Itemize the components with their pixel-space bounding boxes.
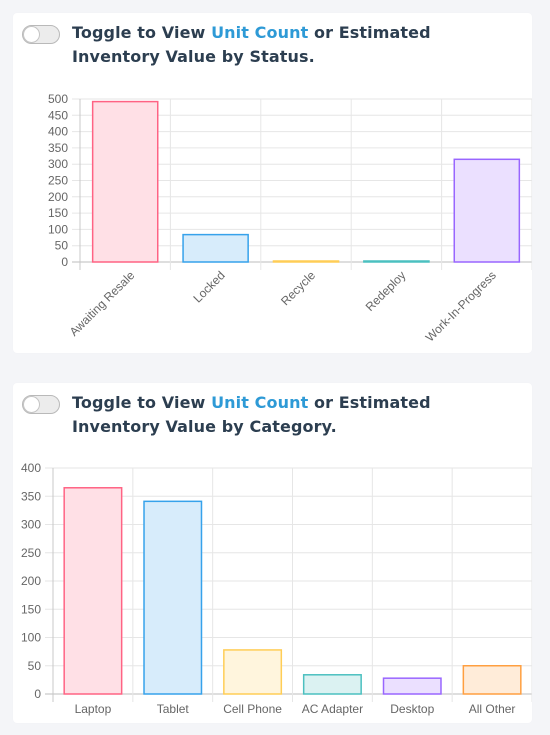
category-view-toggle[interactable] (22, 395, 60, 414)
y-tick-label: 200 (48, 190, 68, 204)
y-tick-label: 250 (21, 546, 41, 560)
status-bar-chart: 0 50 100 150 200 250 300 350 400 450 500 Awaiting R… (48, 92, 532, 344)
unit-count-link[interactable]: Unit Count (211, 23, 309, 42)
status-chart-card: Toggle to View Unit Count or Estimated I… (13, 13, 532, 353)
x-tick-label: Cell Phone (223, 702, 282, 716)
bar-redeploy[interactable] (363, 260, 430, 263)
category-chart-card: Toggle to View Unit Count or Estimated I… (13, 383, 532, 723)
x-tick-label: Locked (190, 268, 227, 305)
category-chart-title: Toggle to View Unit Count or Estimated I… (72, 391, 502, 439)
x-tick-label: Laptop (75, 702, 112, 716)
y-tick-label: 100 (48, 222, 68, 236)
x-tick-label: Recycle (278, 268, 318, 308)
bar-cell-phone[interactable] (223, 649, 283, 695)
y-tick-label: 350 (48, 141, 68, 155)
unit-count-link[interactable]: Unit Count (211, 393, 309, 412)
bar-recycle[interactable] (272, 260, 340, 263)
y-tick-label: 150 (21, 602, 41, 616)
y-tick-label: 150 (48, 206, 68, 220)
title-prefix: Toggle to View (72, 393, 212, 412)
x-tick-label: Awaiting Resale (67, 268, 138, 339)
bar-locked[interactable] (182, 233, 249, 263)
bar-desktop[interactable] (382, 677, 442, 695)
x-tick-label: Work-In-Progress (423, 268, 499, 344)
y-tick-label: 300 (48, 157, 68, 171)
bar-ac-adapter[interactable] (302, 674, 362, 695)
bar-laptop[interactable] (63, 487, 123, 695)
status-chart-title: Toggle to View Unit Count or Estimated I… (72, 21, 502, 69)
x-tick-label: Tablet (157, 702, 190, 716)
y-tick-label: 500 (48, 92, 68, 106)
y-tick-label: 50 (28, 659, 42, 673)
category-chart-header: Toggle to View Unit Count or Estimated I… (13, 383, 532, 453)
bar-all-other[interactable] (462, 665, 522, 695)
y-tick-label: 350 (21, 489, 41, 503)
y-tick-label: 400 (21, 461, 41, 475)
title-prefix: Toggle to View (72, 23, 212, 42)
y-tick-label: 200 (21, 574, 41, 588)
category-bar-chart: 0 50 100 150 200 250 300 350 400 Laptop Tablet Cell… (21, 461, 532, 716)
y-tick-label: 400 (48, 125, 68, 139)
bar-tablet[interactable] (143, 500, 203, 695)
toggle-knob (24, 397, 39, 412)
toggle-knob (24, 27, 39, 42)
title-suffix: or Estimated Inventory Value by Category… (72, 393, 431, 436)
y-tick-label: 450 (48, 108, 68, 122)
x-tick-label: Redeploy (363, 268, 409, 314)
status-view-toggle[interactable] (22, 25, 60, 44)
x-tick-label: AC Adapter (302, 702, 363, 716)
bar-awaiting-resale[interactable] (91, 100, 159, 263)
y-tick-label: 0 (61, 255, 68, 269)
title-suffix: or Estimated Inventory Value by Status. (72, 23, 431, 66)
y-tick-label: 250 (48, 174, 68, 188)
status-chart-header: Toggle to View Unit Count or Estimated I… (13, 13, 532, 83)
x-tick-label: Desktop (390, 702, 434, 716)
y-tick-label: 50 (55, 239, 69, 253)
y-tick-label: 300 (21, 518, 41, 532)
x-tick-label: All Other (469, 702, 516, 716)
y-tick-label: 100 (21, 631, 41, 645)
y-tick-label: 0 (34, 687, 41, 701)
bar-work-in-progress[interactable] (453, 158, 521, 263)
